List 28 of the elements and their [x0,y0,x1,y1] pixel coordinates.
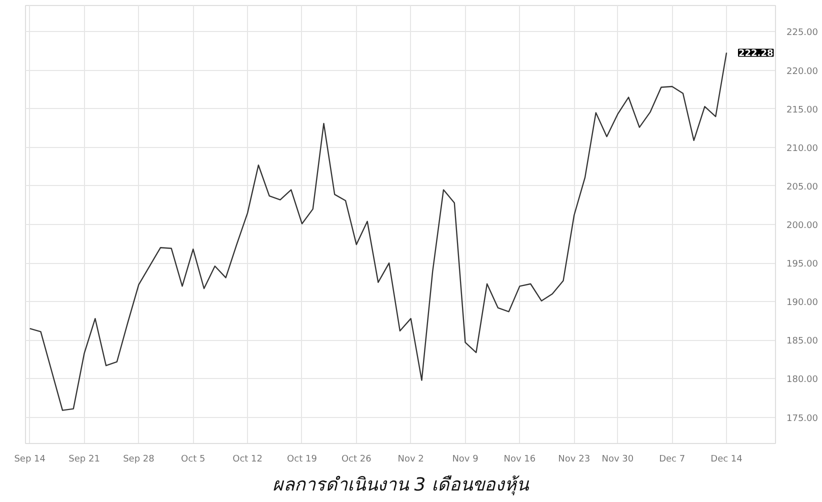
x-tick-label: Oct 5 [181,454,206,464]
y-tick-label: 210.00 [786,144,818,154]
y-tick-label: 195.00 [786,260,818,270]
y-tick-label: 225.00 [786,28,818,38]
x-tick-label: Dec 7 [659,454,686,464]
x-tick-label: Oct 26 [341,454,372,464]
x-tick-label: Nov 30 [602,454,634,464]
y-tick-label: 190.00 [786,298,818,308]
line-series [29,52,728,411]
x-tick-label: Oct 19 [287,454,318,464]
y-tick-label: 215.00 [786,105,818,116]
x-tick-label: Sep 28 [123,454,155,464]
x-tick-label: Nov 2 [398,454,424,464]
x-tick-label: Nov 9 [452,454,479,464]
x-tick-label: Nov 23 [558,454,590,464]
y-tick-label: 205.00 [786,182,818,192]
x-tick-label: Sep 14 [14,454,46,464]
x-tick-label: Oct 12 [232,454,262,464]
annotation: 222.28 [738,49,774,60]
x-tick-label: Nov 16 [504,454,536,464]
x-tick-label: Dec 14 [710,454,743,464]
y-tick-label: 175.00 [786,414,818,424]
x-tick-label: Sep 21 [68,454,100,464]
y-tick-label: 185.00 [786,336,818,347]
y-tick-label: 220.00 [786,66,818,77]
y-tick-label: 200.00 [786,221,818,231]
text: ผลการดำเนินงาน 3 เดือนของหุ้น [272,474,530,496]
y-tick-label: 180.00 [786,375,818,386]
